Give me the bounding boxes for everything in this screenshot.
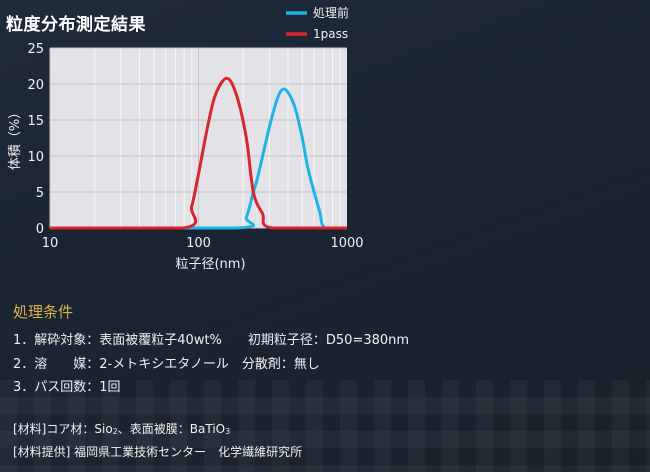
condition-line-3: 3．パス回数：1回 — [13, 380, 121, 395]
condition-line-2: 2．溶 媒：2-メトキシエタノール 分散剤：無し — [13, 357, 320, 372]
material-provider: [材料提供] 福岡県工業技術センター 化学繊維研究所 — [13, 445, 303, 459]
condition-line-1: 1．解砕対象：表面被覆粒子40wt% 初期粒子径：D50=380nm — [13, 333, 410, 348]
x-tick-label: 10 — [42, 236, 59, 251]
conditions-title: 処理条件 — [13, 303, 74, 321]
y-tick-label: 10 — [27, 150, 44, 165]
y-tick-label: 0 — [36, 222, 44, 237]
y-tick-label: 25 — [27, 42, 44, 57]
legend-label: 処理前 — [313, 5, 349, 20]
y-tick-label: 5 — [36, 186, 44, 201]
y-axis-label: 体積（%） — [8, 106, 23, 170]
subscript: 2 — [112, 427, 118, 436]
subscript: 3 — [225, 427, 231, 436]
x-axis-label: 粒子径(nm) — [175, 257, 245, 272]
y-tick-label: 20 — [27, 78, 44, 93]
page-title: 粒度分布測定結果 — [6, 15, 146, 35]
y-tick-label: 15 — [27, 114, 44, 129]
x-tick-label: 1000 — [330, 236, 363, 251]
material-core: [材料]コア材：Sio — [13, 422, 113, 436]
series-line-untreated — [50, 87, 347, 230]
particle-size-chart: 0 5 10 15 20 25 10 100 1000 粒子径(nm) 体積（%） 処理前 1pass — [8, 5, 364, 272]
series-line-1pass — [50, 76, 347, 230]
background-pattern — [0, 380, 650, 472]
x-tick-label: 100 — [186, 236, 211, 251]
material-coating: 、表面被膜：BaTiO — [117, 422, 226, 436]
material-line: [材料]コア材：Sio2、表面被膜：BaTiO3 — [13, 420, 230, 437]
legend-label: 1pass — [313, 27, 348, 41]
